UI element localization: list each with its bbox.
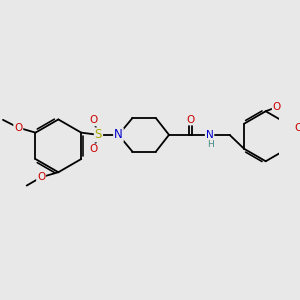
Text: O: O <box>187 115 195 124</box>
Text: O: O <box>89 116 98 125</box>
Text: N: N <box>206 130 214 140</box>
Text: O: O <box>89 144 98 154</box>
Text: O: O <box>14 123 22 133</box>
Text: O: O <box>273 102 281 112</box>
Text: H: H <box>207 140 214 149</box>
Text: O: O <box>37 172 45 182</box>
Text: N: N <box>114 128 123 141</box>
Text: O: O <box>294 123 300 133</box>
Text: S: S <box>95 128 102 141</box>
